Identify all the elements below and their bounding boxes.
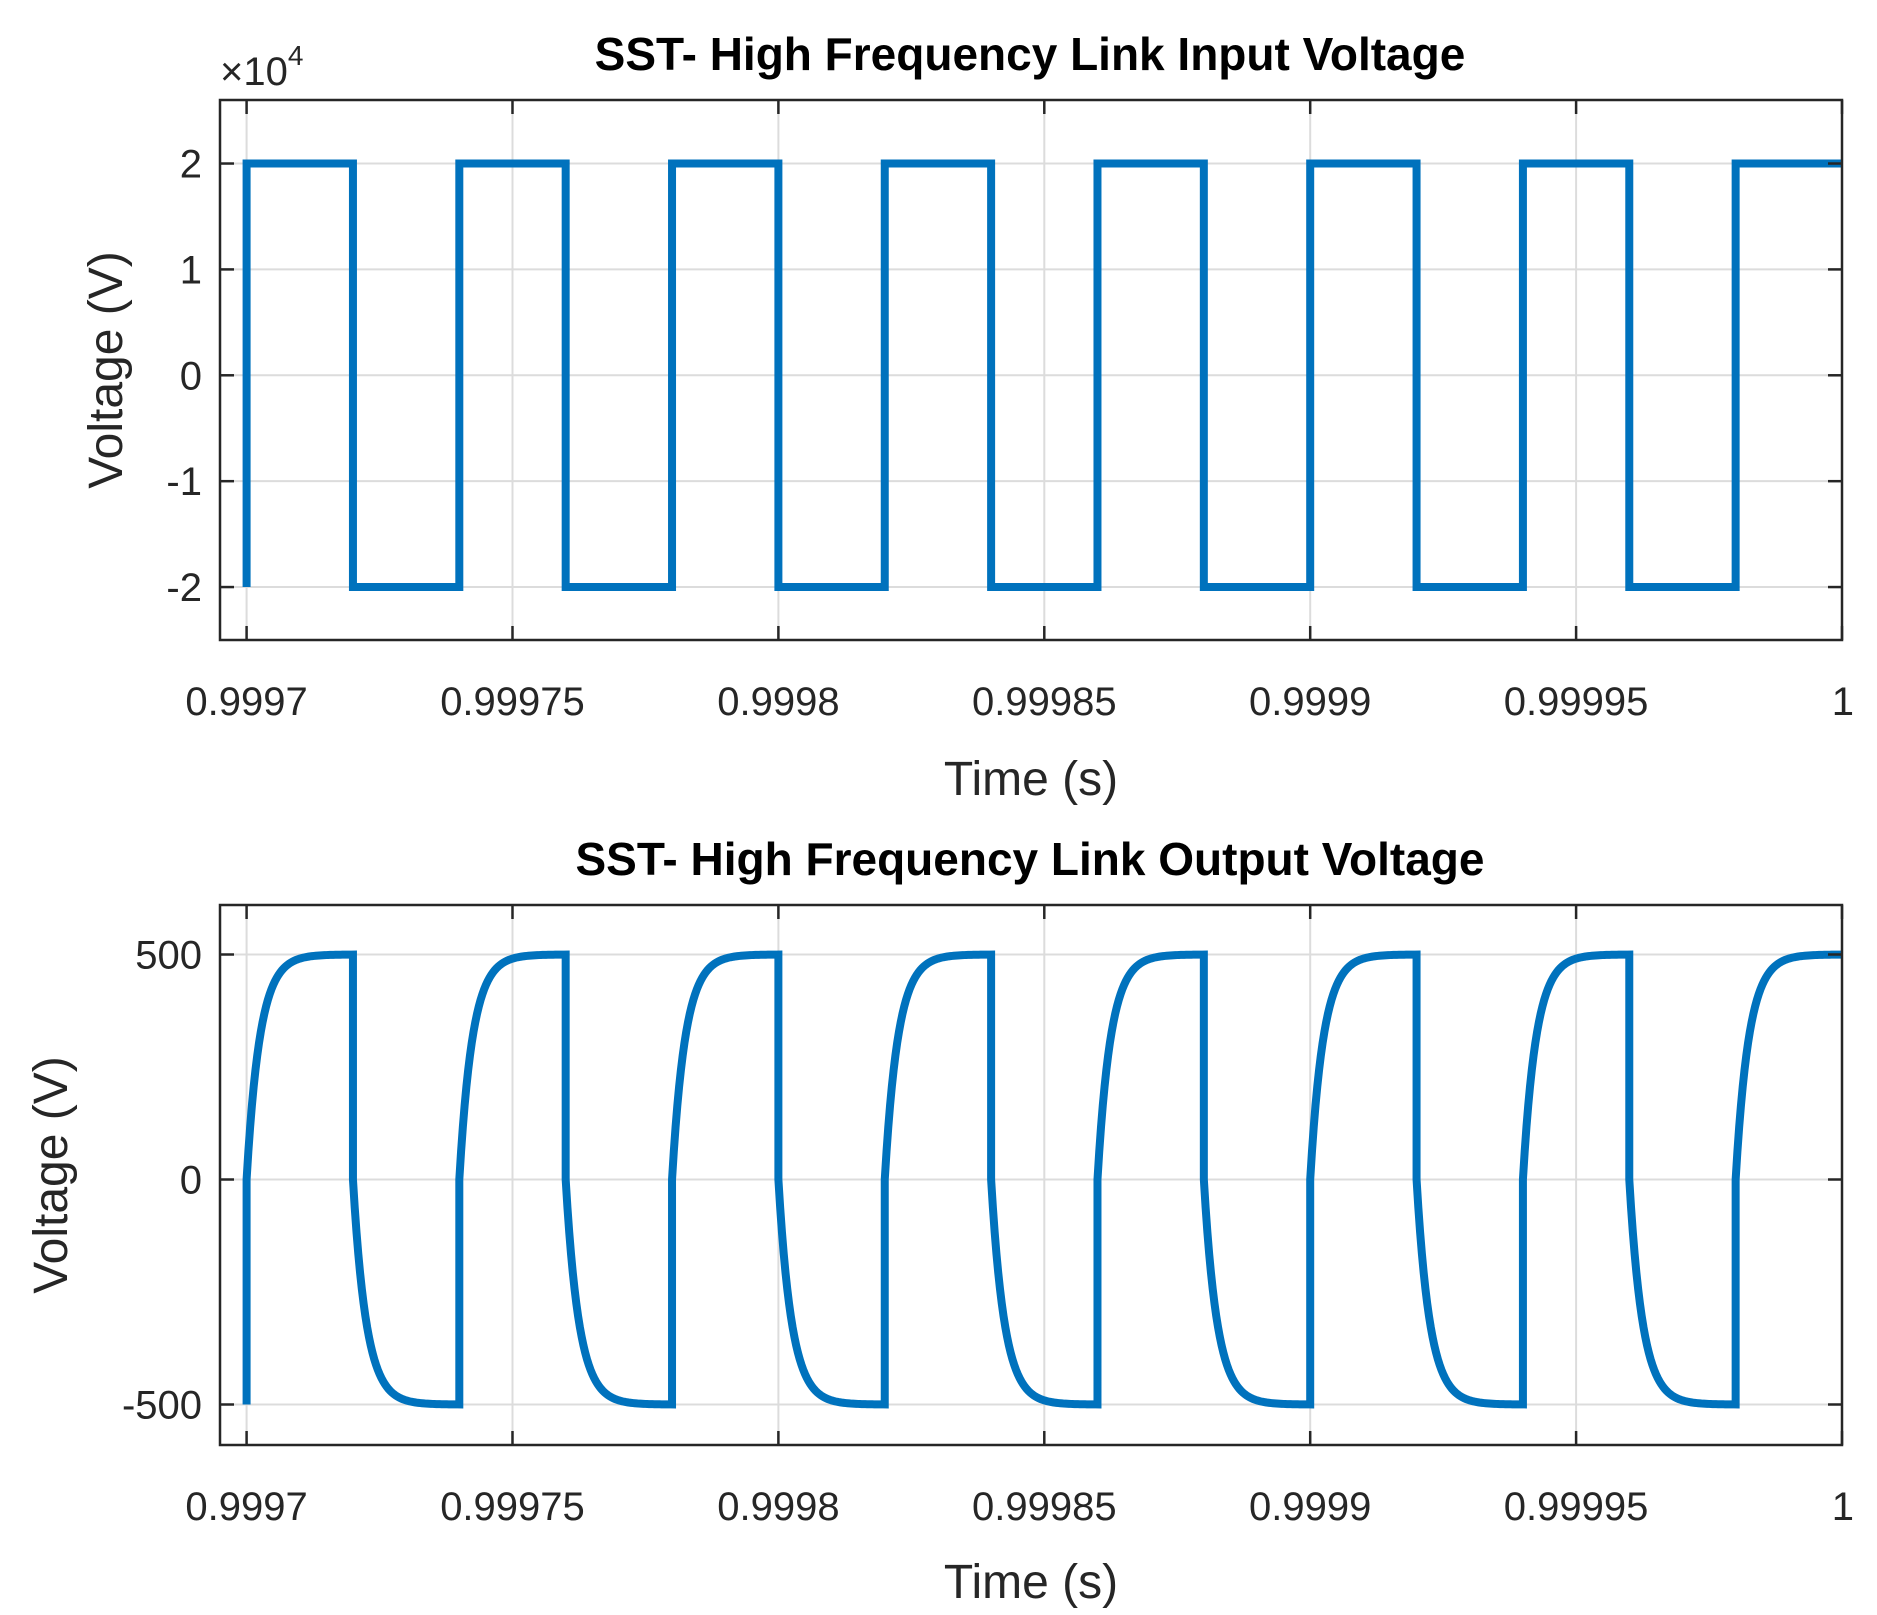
chart-2-xtick-label: 0.9997 bbox=[185, 1485, 307, 1529]
chart-2-xtick-label: 0.9999 bbox=[1249, 1485, 1371, 1529]
chart-1-xtick-label: 0.9998 bbox=[717, 680, 839, 724]
chart-1-ytick-label: 0 bbox=[180, 354, 202, 398]
chart-1-xtick-label: 0.99975 bbox=[440, 680, 585, 724]
chart-output-voltage: SST- High Frequency Link Output Voltage … bbox=[25, 833, 1854, 1609]
chart-1-xtick-label: 0.99995 bbox=[1504, 680, 1649, 724]
chart-2-ticks: 0.9997 0.99975 0.9998 0.99985 0.9999 0.99995 1… bbox=[122, 905, 1854, 1529]
chart-1-ylabel: Voltage (V) bbox=[80, 251, 133, 488]
chart-2-ytick-label: 500 bbox=[135, 934, 202, 978]
chart-2-ytick-label: 0 bbox=[180, 1159, 202, 1203]
chart-1-title: SST- High Frequency Link Input Voltage bbox=[595, 28, 1466, 80]
chart-1-exponent-base: ×10 bbox=[220, 50, 288, 94]
chart-2-title: SST- High Frequency Link Output Voltage bbox=[576, 833, 1485, 885]
chart-2-ylabel: Voltage (V) bbox=[25, 1056, 78, 1293]
chart-1-xtick-label: 0.9999 bbox=[1249, 680, 1371, 724]
chart-1-ytick-label: 1 bbox=[180, 248, 202, 292]
chart-1-ytick-label: -1 bbox=[166, 460, 202, 504]
chart-2-xtick-label: 0.9998 bbox=[717, 1485, 839, 1529]
chart-2-series-line bbox=[242, 950, 1843, 1409]
chart-1-ytick-label: 2 bbox=[180, 143, 202, 187]
chart-1-ticks: 0.9997 0.99975 0.9998 0.99985 0.9999 0.99995 1… bbox=[166, 100, 1854, 724]
chart-2-xlabel: Time (s) bbox=[944, 1556, 1118, 1609]
chart-1-xlabel: Time (s) bbox=[944, 753, 1118, 806]
chart-1-ytick-label: -2 bbox=[166, 566, 202, 610]
chart-2-xtick-label: 0.99985 bbox=[972, 1485, 1117, 1529]
chart-2-xtick-label: 0.99975 bbox=[440, 1485, 585, 1529]
chart-2-ytick-label: -500 bbox=[122, 1384, 202, 1428]
chart-2-frame bbox=[218, 903, 1844, 1447]
chart-input-voltage: SST- High Frequency Link Input Voltage ×… bbox=[80, 28, 1854, 806]
chart-1-exponent-label: ×104 bbox=[220, 40, 303, 94]
chart-1-exponent-power: 4 bbox=[288, 40, 304, 71]
chart-1-frame bbox=[218, 98, 1844, 642]
chart-2-xtick-label: 1 bbox=[1832, 1485, 1854, 1529]
chart-1-xtick-label: 1 bbox=[1832, 680, 1854, 724]
chart-1-series-line bbox=[242, 159, 1842, 592]
chart-1-xtick-label: 0.99985 bbox=[972, 680, 1117, 724]
chart-1-xtick-label: 0.9997 bbox=[185, 680, 307, 724]
chart-2-xtick-label: 0.99995 bbox=[1504, 1485, 1649, 1529]
